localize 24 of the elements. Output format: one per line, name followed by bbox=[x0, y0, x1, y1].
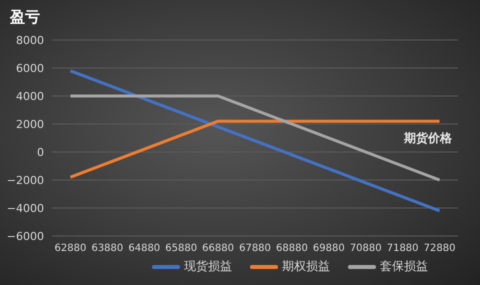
x-tick-label: 67880 bbox=[239, 243, 271, 254]
x-tick-label: 62880 bbox=[54, 243, 86, 254]
y-tick-label: 6000 bbox=[16, 62, 44, 75]
x-tick-label: 66880 bbox=[202, 243, 234, 254]
y-tick-label: 8000 bbox=[16, 34, 44, 47]
y-tick-label: 2000 bbox=[16, 118, 44, 131]
x-tick-label: 68880 bbox=[276, 243, 308, 254]
legend-label: 期权损益 bbox=[281, 258, 330, 275]
x-tick-label: 71880 bbox=[386, 243, 419, 254]
x-tick-label: 64880 bbox=[128, 243, 160, 254]
legend-label: 现货损益 bbox=[183, 258, 232, 275]
y-tick-label: −4000 bbox=[6, 202, 44, 215]
x-tick-label: 69880 bbox=[312, 243, 345, 254]
y-tick-label: 4000 bbox=[16, 90, 44, 103]
y-tick-label: 0 bbox=[37, 146, 44, 159]
y-tick-label: −2000 bbox=[6, 174, 44, 187]
x-axis-title: 期货价格 bbox=[404, 130, 452, 147]
x-tick-label: 70880 bbox=[350, 243, 382, 254]
y-axis-title: 盈亏 bbox=[10, 8, 40, 27]
x-tick-label: 72880 bbox=[424, 243, 456, 254]
y-tick-label: −6000 bbox=[6, 230, 44, 243]
legend-label: 套保损益 bbox=[379, 258, 428, 275]
x-tick-label: 63880 bbox=[91, 243, 124, 254]
x-tick-label: 65880 bbox=[165, 243, 198, 254]
